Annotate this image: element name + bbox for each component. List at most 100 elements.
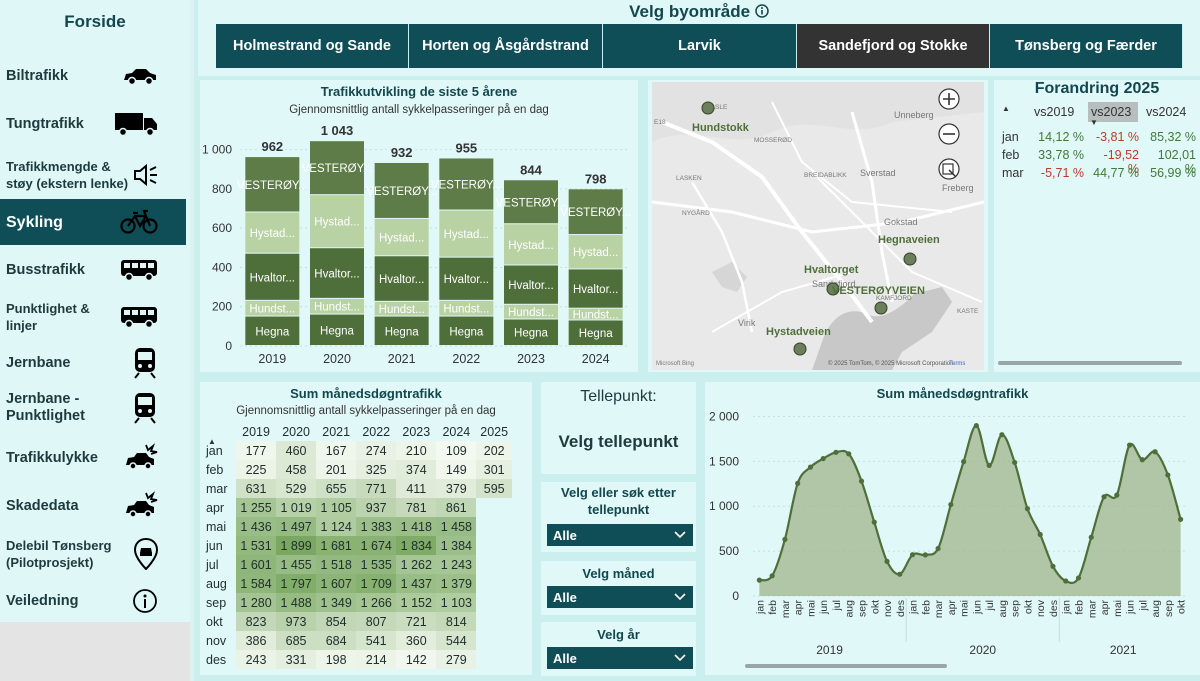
zoom-out-button[interactable]	[938, 123, 960, 145]
car-crash-icon	[126, 491, 158, 518]
sort-arrow-icon[interactable]: ▲	[208, 437, 216, 446]
table-cell: 814	[436, 612, 477, 631]
sort-arrow-icon[interactable]: ▼	[1090, 118, 1098, 127]
table-cell: 44,77 %	[1093, 166, 1139, 180]
select-area-button[interactable]	[938, 158, 960, 180]
column-header[interactable]: 2023	[402, 424, 431, 439]
speaker-noise-icon	[134, 163, 157, 187]
sidebar-item-trafikkulykke[interactable]: Trafikkulykke	[0, 440, 186, 476]
data-point	[833, 449, 839, 455]
table-cell: 1 681	[316, 536, 357, 555]
city-button-sandefjord[interactable]: Sandefjord og Stokke	[797, 24, 990, 68]
map[interactable]: HASLE E18 MOSSERØD Unneberg Freberg LASK…	[652, 82, 984, 370]
sidebar-item-skadedata[interactable]: Skadedata	[0, 488, 186, 524]
horizontal-scrollbar[interactable]	[998, 361, 1182, 365]
column-header[interactable]: 2021	[322, 424, 351, 439]
column-header[interactable]: 2022	[362, 424, 391, 439]
divider	[190, 0, 194, 681]
bar-segment	[504, 180, 558, 224]
column-header[interactable]: 2024	[442, 424, 471, 439]
column-header[interactable]: vs2019	[1034, 105, 1075, 119]
table-cell: 1 266	[356, 593, 397, 612]
sidebar-item-tungtrafikk[interactable]: Tungtrafikk	[0, 106, 186, 142]
sidebar-item-veiledning[interactable]: Veiledning	[0, 586, 186, 616]
table-row: des 243 331 198 214 142 279	[206, 650, 512, 669]
column-header[interactable]: 2019	[242, 424, 270, 439]
bar-chart-title: Trafikkutvikling de siste 5 årene	[320, 84, 518, 99]
x-group-label: 2019	[816, 643, 843, 657]
sidebar-item-label: Trafikkmengde & støy (ekstern lenke)	[6, 158, 128, 192]
table-cell: 529	[276, 479, 317, 498]
year-dropdown[interactable]: Alle	[547, 647, 693, 669]
table-cell: 458	[276, 460, 317, 479]
zoom-in-button[interactable]	[938, 88, 960, 110]
city-button-horten[interactable]: Horten og Åsgårdstrand	[409, 24, 603, 68]
sidebar-item-busstrafikk[interactable]: Busstrafikk	[0, 254, 186, 286]
column-header[interactable]: vs2024	[1146, 105, 1187, 119]
table-cell: 1 488	[276, 593, 317, 612]
sidebar-item-label: Jernbane	[6, 354, 71, 371]
sidebar-item-biltrafikk[interactable]: Biltrafikk	[0, 60, 186, 92]
bar-segment-label: VESTERØY...	[366, 186, 437, 198]
map-marker-hystadveien[interactable]: Hystadveien	[766, 326, 831, 356]
bar-segment	[245, 157, 300, 212]
bar-total-label: 955	[455, 140, 477, 155]
sidebar-item-jernbane[interactable]: Jernbane	[0, 346, 186, 380]
table-cell: 1 379	[436, 574, 477, 593]
info-icon[interactable]	[755, 4, 769, 18]
x-tick-label: okt	[1176, 600, 1188, 614]
x-tick-label: 2024	[582, 352, 610, 366]
bar-segment	[568, 269, 623, 308]
sidebar-item-trafikkmengde[interactable]: Trafikkmengde & støy (ekstern lenke)	[0, 156, 186, 194]
sidebar-item-delebil[interactable]: Delebil Tønsberg (Pilotprosjekt)	[0, 534, 186, 574]
sidebar-item-sykling[interactable]: Sykling	[0, 199, 186, 245]
bar-segment-label: Hegna	[255, 326, 289, 338]
x-tick-label: jul	[984, 600, 996, 612]
car-location-pin-icon	[134, 538, 158, 570]
sidebar-item-punktlighet[interactable]: Punktlighet & linjer	[0, 298, 186, 336]
table-row: jul 1 601 1 455 1 518 1 535 1 262 1 243	[206, 555, 512, 574]
month-dropdown[interactable]: Alle	[547, 586, 693, 608]
city-button-tonsberg[interactable]: Tønsberg og Færder	[990, 24, 1183, 68]
table-row: jan 177 460 167 274 210 109 202	[206, 441, 512, 460]
x-group-label: 2020	[969, 643, 996, 657]
bar-segment-label: Hystad...	[573, 247, 618, 259]
table-cell: 1 535	[356, 555, 397, 574]
map-marker-hvaltorget[interactable]: Hvaltorget	[804, 264, 859, 296]
map-label: Hegnaveien	[878, 234, 940, 246]
map-marker-vesteroyveien[interactable]: VESTERØYVEIEN	[832, 285, 925, 315]
train-icon	[134, 393, 156, 424]
map-marker-hundstokk[interactable]: Hundstokk	[692, 101, 750, 134]
data-point	[769, 573, 775, 579]
map-place: LASKEN	[676, 175, 702, 182]
label-line-2: Punktlighet	[6, 408, 85, 424]
chevron-down-icon	[674, 531, 686, 539]
stacked-bar-chart: 0 200 400 600 800 1 000 Hegna Hundst... Hvaltor.…	[202, 123, 631, 366]
city-button-holmestrand[interactable]: Holmestrand og Sande	[216, 24, 409, 68]
sort-arrow-icon[interactable]: ▲	[1002, 104, 1010, 113]
column-header[interactable]: vs2023	[1091, 105, 1132, 119]
row-header: mar	[1002, 166, 1024, 180]
table-cell: 1 709	[356, 574, 397, 593]
x-tick-label: 2022	[452, 352, 480, 366]
home-link[interactable]: Forside	[64, 12, 126, 31]
column-header[interactable]: 2020	[282, 424, 310, 439]
x-tick-label: des	[895, 600, 907, 617]
sidebar-item-label: Veiledning	[6, 592, 79, 609]
table-cell: 1 601	[236, 555, 277, 574]
map-marker-hegnaveien[interactable]: Hegnaveien	[878, 234, 940, 266]
series-line	[759, 424, 1182, 585]
table-row: nov 386 685 684 541 360 544	[206, 631, 512, 650]
row-header: nov	[206, 633, 227, 648]
map-terms-link[interactable]: Terms	[949, 361, 965, 367]
column-header[interactable]: 2025	[480, 424, 509, 439]
table-cell: 1 384	[436, 536, 477, 555]
tellepunkt-dropdown[interactable]: Alle	[547, 524, 693, 546]
bar-segment-label: Hystad...	[250, 228, 295, 240]
sidebar-item-jernbane-punktlighet[interactable]: Jernbane - Punktlighet	[0, 388, 186, 428]
row-header: feb	[1002, 148, 1020, 162]
bar-segment-label: Hundst...	[314, 302, 360, 314]
x-tick-label: mar	[780, 600, 792, 619]
city-button-larvik[interactable]: Larvik	[603, 24, 797, 68]
bar-total-label: 962	[261, 139, 283, 154]
